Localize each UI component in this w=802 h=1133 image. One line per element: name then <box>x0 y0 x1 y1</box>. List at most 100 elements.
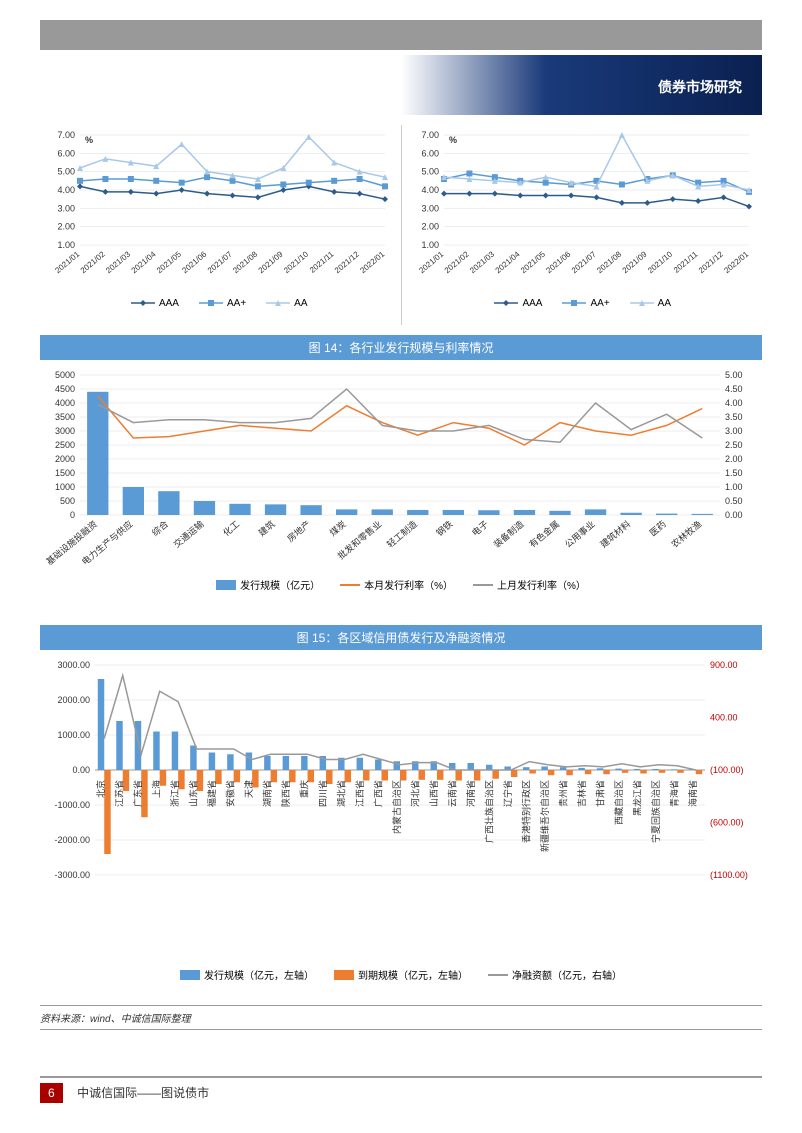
svg-text:香港特别行政区: 香港特别行政区 <box>520 780 531 843</box>
svg-text:2021/02: 2021/02 <box>442 249 470 275</box>
svg-text:建筑: 建筑 <box>256 518 277 538</box>
svg-text:钢铁: 钢铁 <box>434 518 455 538</box>
svg-text:海南省: 海南省 <box>687 780 698 807</box>
svg-text:2500: 2500 <box>55 440 75 450</box>
svg-text:(1100.00): (1100.00) <box>710 870 748 880</box>
svg-text:5000: 5000 <box>55 370 75 380</box>
svg-text:2021/04: 2021/04 <box>493 249 521 275</box>
svg-text:2000.00: 2000.00 <box>57 695 90 705</box>
svg-text:2021/08: 2021/08 <box>595 249 623 275</box>
svg-text:宁夏回族自治区: 宁夏回族自治区 <box>650 780 661 843</box>
svg-text:2022/01: 2022/01 <box>358 249 386 275</box>
svg-text:4500: 4500 <box>55 384 75 394</box>
svg-text:7.00: 7.00 <box>421 130 439 140</box>
svg-text:3000.00: 3000.00 <box>57 660 90 670</box>
svg-text:电子: 电子 <box>469 518 490 538</box>
svg-text:2021/06: 2021/06 <box>180 249 208 275</box>
svg-text:5.00: 5.00 <box>57 167 75 177</box>
svg-text:山东省: 山东省 <box>188 780 199 807</box>
svg-text:陕西省: 陕西省 <box>280 780 291 807</box>
svg-text:2021/11: 2021/11 <box>671 249 699 274</box>
svg-text:2021/03: 2021/03 <box>468 249 496 275</box>
svg-text:2021/10: 2021/10 <box>646 249 674 275</box>
svg-text:2021/10: 2021/10 <box>282 249 310 275</box>
svg-text:2021/08: 2021/08 <box>231 249 259 275</box>
svg-text:农林牧渔: 农林牧渔 <box>669 518 704 550</box>
footer-text: 中诚信国际——图说债市 <box>77 1084 209 1101</box>
svg-text:(100.00): (100.00) <box>710 765 744 775</box>
svg-text:云南省: 云南省 <box>446 780 457 807</box>
svg-text:轻工制造: 轻工制造 <box>384 518 419 550</box>
svg-text:综合: 综合 <box>149 518 170 538</box>
svg-text:2021/12: 2021/12 <box>333 249 361 275</box>
svg-text:房地产: 房地产 <box>285 518 313 544</box>
svg-text:900.00: 900.00 <box>710 660 738 670</box>
svg-text:4.50: 4.50 <box>725 384 743 394</box>
svg-text:河南省: 河南省 <box>465 780 476 807</box>
chart-top-left: 1.002.003.004.005.006.007.00%2021/012021… <box>40 125 399 325</box>
svg-text:6.00: 6.00 <box>57 148 75 158</box>
chart15-title: 图 15：各区域信用债发行及净融资情况 <box>40 625 762 650</box>
svg-text:2021/05: 2021/05 <box>519 249 547 275</box>
svg-text:重庆: 重庆 <box>299 780 310 798</box>
svg-text:%: % <box>85 135 93 145</box>
svg-text:1.00: 1.00 <box>421 240 439 250</box>
header-title: 债券市场研究 <box>658 77 742 97</box>
svg-text:广东省: 广东省 <box>132 780 143 807</box>
svg-text:有色金属: 有色金属 <box>527 518 562 550</box>
svg-text:1000.00: 1000.00 <box>57 730 90 740</box>
svg-text:湖南省: 湖南省 <box>262 780 273 807</box>
svg-text:建筑材料: 建筑材料 <box>598 518 633 550</box>
svg-text:0.50: 0.50 <box>725 496 743 506</box>
svg-text:河北省: 河北省 <box>409 780 420 807</box>
svg-text:2021/02: 2021/02 <box>79 249 107 275</box>
svg-text:2021/01: 2021/01 <box>53 249 81 275</box>
svg-text:煤炭: 煤炭 <box>327 518 348 538</box>
svg-text:1.00: 1.00 <box>57 240 75 250</box>
svg-text:3.00: 3.00 <box>725 426 743 436</box>
svg-text:2021/04: 2021/04 <box>130 249 158 275</box>
svg-text:2021/07: 2021/07 <box>206 249 234 275</box>
svg-text:-1000.00: -1000.00 <box>54 800 90 810</box>
svg-text:5.00: 5.00 <box>725 370 743 380</box>
svg-text:广西省: 广西省 <box>373 780 384 807</box>
page-number: 6 <box>40 1083 63 1103</box>
svg-text:2021/07: 2021/07 <box>569 249 597 275</box>
svg-text:江苏省: 江苏省 <box>114 780 125 807</box>
svg-text:0.00: 0.00 <box>725 510 743 520</box>
chart-top-right: 1.002.003.004.005.006.007.00%2021/012021… <box>404 125 763 325</box>
top-bar <box>40 20 762 50</box>
svg-text:2021/03: 2021/03 <box>104 249 132 275</box>
svg-text:2021/05: 2021/05 <box>155 249 183 275</box>
svg-text:3000: 3000 <box>55 426 75 436</box>
svg-text:湖北省: 湖北省 <box>336 780 347 807</box>
svg-text:0: 0 <box>70 510 75 520</box>
svg-text:吉林省: 吉林省 <box>576 780 587 807</box>
svg-text:江西省: 江西省 <box>354 780 365 807</box>
svg-text:甘肃省: 甘肃省 <box>594 780 605 807</box>
svg-text:2021/11: 2021/11 <box>308 249 336 274</box>
svg-text:天津: 天津 <box>244 780 254 798</box>
svg-text:贵州省: 贵州省 <box>557 780 568 807</box>
svg-text:北京: 北京 <box>95 780 106 798</box>
svg-text:7.00: 7.00 <box>57 130 75 140</box>
svg-text:2022/01: 2022/01 <box>722 249 750 275</box>
svg-text:3.00: 3.00 <box>421 203 439 213</box>
svg-text:1500: 1500 <box>55 468 75 478</box>
svg-text:2000: 2000 <box>55 454 75 464</box>
svg-text:医药: 医药 <box>648 519 668 538</box>
header-banner: 债券市场研究 <box>40 55 762 115</box>
svg-text:%: % <box>449 135 457 145</box>
svg-text:3.50: 3.50 <box>725 412 743 422</box>
chart14-title: 图 14：各行业发行规模与利率情况 <box>40 335 762 360</box>
svg-text:6.00: 6.00 <box>421 148 439 158</box>
chart14: 0500100015002000250030003500400045005000… <box>40 365 762 605</box>
svg-text:4000: 4000 <box>55 398 75 408</box>
svg-text:2021/12: 2021/12 <box>696 249 724 275</box>
svg-text:-2000.00: -2000.00 <box>54 835 90 845</box>
svg-text:5.00: 5.00 <box>421 167 439 177</box>
svg-text:内蒙古自治区: 内蒙古自治区 <box>391 780 402 834</box>
svg-text:四川省: 四川省 <box>317 780 328 807</box>
svg-text:3.00: 3.00 <box>57 203 75 213</box>
svg-text:400.00: 400.00 <box>710 713 738 723</box>
